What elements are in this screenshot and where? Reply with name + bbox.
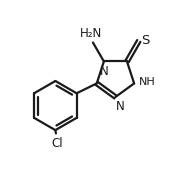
Text: NH: NH xyxy=(139,77,155,87)
Text: S: S xyxy=(141,33,149,47)
Text: N: N xyxy=(116,100,125,113)
Text: N: N xyxy=(100,65,109,78)
Text: H₂N: H₂N xyxy=(80,27,102,40)
Text: Cl: Cl xyxy=(51,137,63,150)
